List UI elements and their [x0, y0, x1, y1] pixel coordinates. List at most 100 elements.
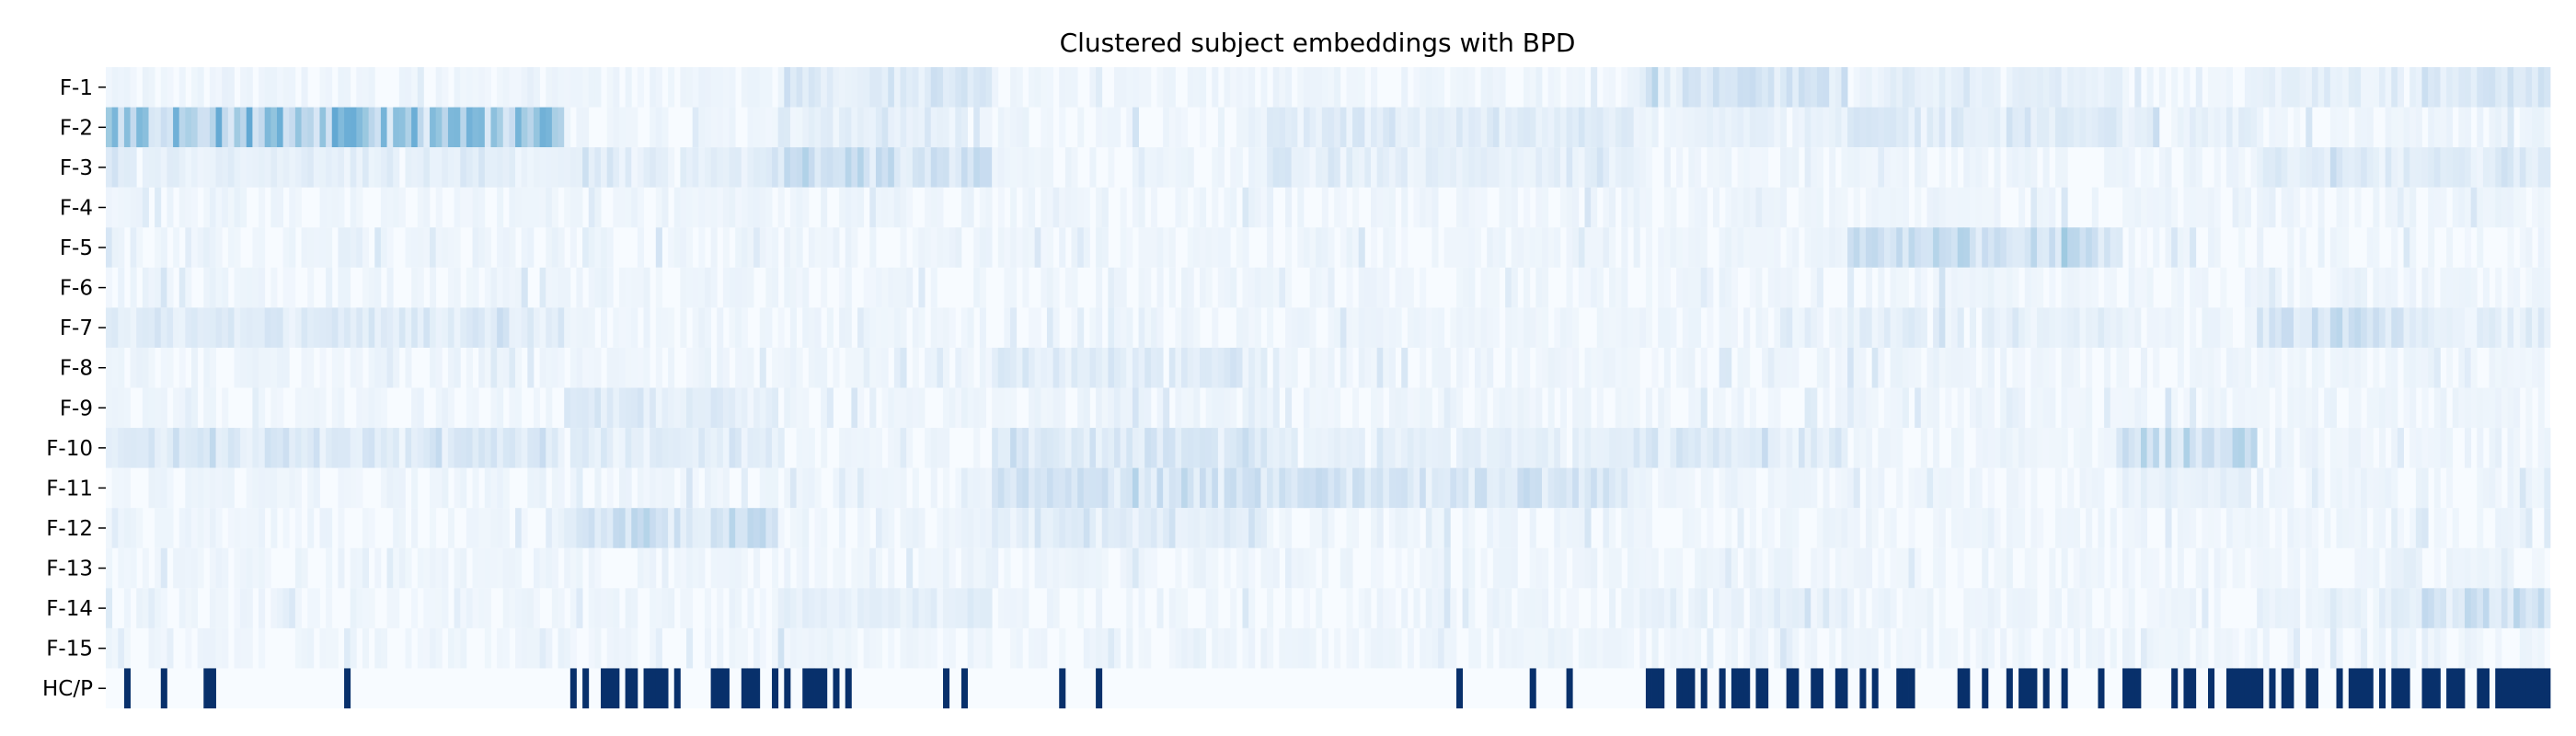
heatmap-cell — [1297, 627, 1305, 669]
heatmap-cell — [2281, 67, 2288, 108]
heatmap-cell — [259, 307, 266, 348]
heatmap-cell — [1731, 668, 1738, 708]
heatmap-cell — [509, 147, 516, 188]
heatmap-cell — [1376, 467, 1384, 509]
heatmap-cell — [569, 307, 577, 348]
heatmap-cell — [1749, 387, 1756, 429]
heatmap-cell — [2544, 668, 2551, 708]
heatmap-cell — [1541, 187, 1549, 228]
heatmap-cell — [2042, 668, 2050, 708]
heatmap-row-f-12 — [106, 508, 2551, 548]
heatmap-cell — [1883, 307, 1892, 348]
heatmap-cell — [1969, 147, 1976, 188]
heatmap-cell — [698, 67, 706, 108]
heatmap-cell — [1010, 588, 1018, 628]
heatmap-cell — [960, 508, 968, 548]
heatmap-cell — [1982, 387, 1989, 429]
heatmap-cell — [1474, 307, 1481, 348]
heatmap-cell — [1541, 147, 1549, 188]
heatmap-cell — [979, 347, 986, 388]
heatmap-cell — [698, 107, 706, 148]
heatmap-cell — [435, 547, 443, 589]
heatmap-cell — [686, 227, 694, 268]
heatmap-cell — [2336, 267, 2343, 308]
heatmap-cell — [2366, 547, 2374, 589]
heatmap-cell — [875, 267, 882, 308]
heatmap-cell — [1792, 227, 1800, 268]
heatmap-cell — [307, 347, 315, 388]
heatmap-cell — [845, 147, 852, 188]
heatmap-cell — [118, 347, 125, 388]
heatmap-cell — [2269, 307, 2276, 348]
heatmap-cell — [344, 428, 351, 468]
heatmap-cell — [160, 508, 167, 548]
heatmap-cell — [1969, 267, 1976, 308]
heatmap-cell — [1010, 147, 1018, 188]
heatmap-cell — [1138, 588, 1145, 628]
heatmap-cell — [2366, 668, 2374, 708]
heatmap-cell — [2140, 347, 2147, 388]
heatmap-cell — [197, 107, 204, 148]
heatmap-cell — [2262, 307, 2270, 348]
heatmap-cell — [472, 147, 479, 188]
heatmap-cell — [839, 467, 846, 509]
heatmap-cell — [1651, 588, 1659, 628]
heatmap-cell — [2440, 267, 2447, 308]
heatmap-cell — [1425, 547, 1432, 589]
heatmap-cell — [2306, 668, 2313, 708]
heatmap-cell — [1688, 588, 1696, 628]
heatmap-cell — [2098, 67, 2105, 108]
heatmap-cell — [594, 467, 602, 509]
heatmap-cell — [2225, 428, 2233, 468]
heatmap-cell — [1340, 107, 1347, 148]
heatmap-cell — [2513, 668, 2521, 708]
heatmap-cell — [2030, 267, 2038, 308]
heatmap-row-f-11 — [111, 467, 2551, 509]
heatmap-cell — [1737, 67, 1744, 108]
heatmap-cell — [270, 307, 278, 348]
heatmap-cell — [1866, 307, 1873, 348]
heatmap-cell — [326, 627, 333, 669]
heatmap-cell — [1432, 187, 1439, 228]
heatmap-cell — [1767, 107, 1775, 148]
heatmap-cell — [2171, 627, 2179, 669]
heatmap-cell — [1254, 508, 1261, 548]
heatmap-cell — [2409, 588, 2417, 628]
heatmap-cell — [2104, 387, 2111, 429]
heatmap-cell — [2208, 187, 2215, 228]
heatmap-cell — [484, 307, 491, 348]
heatmap-cell — [594, 547, 602, 589]
heatmap-cell — [1267, 467, 1274, 509]
heatmap-cell — [992, 67, 999, 108]
heatmap-cell — [374, 387, 382, 429]
heatmap-cell — [2140, 508, 2147, 548]
heatmap-cell — [1193, 67, 1201, 108]
heatmap-cell — [1492, 107, 1500, 148]
heatmap-cell — [1554, 627, 1561, 669]
heatmap-cell — [2024, 668, 2031, 708]
heatmap-cell — [1016, 347, 1023, 388]
heatmap-cell — [839, 588, 846, 628]
heatmap-cell — [234, 347, 241, 388]
heatmap-cell — [588, 187, 595, 228]
heatmap-cell — [2354, 467, 2362, 509]
heatmap-cell — [930, 67, 937, 108]
heatmap-cell — [380, 387, 387, 429]
heatmap-cell — [1352, 187, 1360, 228]
heatmap-cell — [1524, 147, 1531, 188]
heatmap-cell — [264, 307, 271, 348]
heatmap-row-f-10 — [106, 428, 2551, 468]
heatmap-cell — [753, 187, 761, 228]
heatmap-cell — [692, 187, 699, 228]
heatmap-cell — [2153, 347, 2160, 388]
heatmap-cell — [1639, 187, 1647, 228]
heatmap-cell — [1425, 107, 1432, 148]
heatmap-cell — [1352, 428, 1360, 468]
heatmap-cell — [1811, 467, 1818, 509]
heatmap-cell — [2257, 387, 2264, 429]
heatmap-cell — [741, 627, 748, 669]
heatmap-cell — [1346, 227, 1353, 268]
heatmap-cell — [1975, 107, 1983, 148]
heatmap-cell — [1767, 387, 1775, 429]
heatmap-cell — [2532, 67, 2539, 108]
